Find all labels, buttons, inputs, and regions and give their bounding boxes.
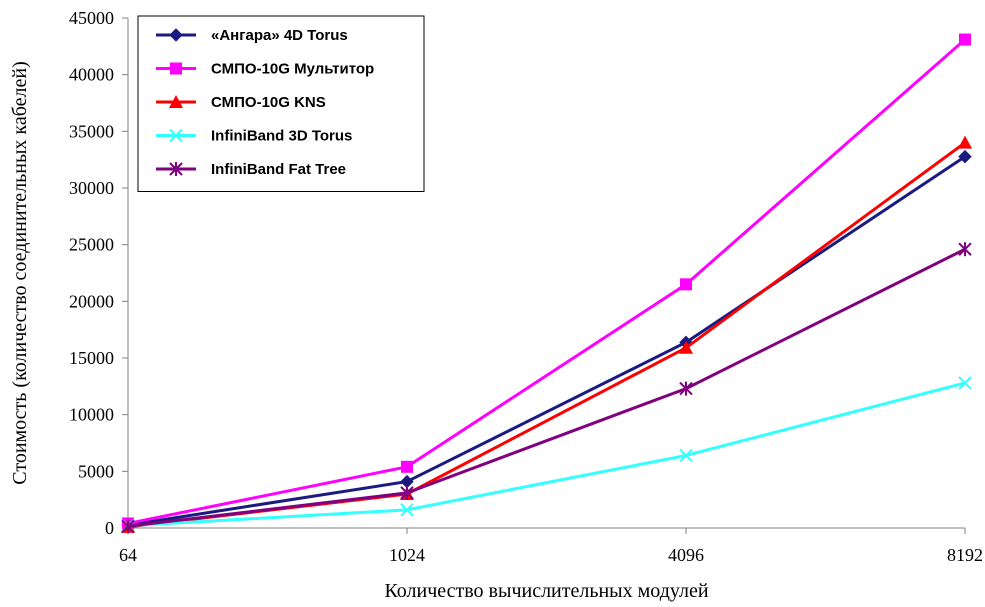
legend-marker bbox=[169, 128, 183, 143]
legend-label: InfiniBand Fat Tree bbox=[211, 161, 346, 178]
y-tick-label: 0 bbox=[105, 518, 114, 538]
y-tick-labels: 0 5000 10000 15000 20000 25000 30000 35000 40000… bbox=[69, 8, 114, 538]
series-group bbox=[121, 33, 972, 534]
legend-item: «Ангара» 4D Torus bbox=[156, 27, 348, 44]
legend-label: «Ангара» 4D Torus bbox=[211, 27, 348, 44]
y-tick-label: 45000 bbox=[69, 8, 114, 28]
data-point bbox=[958, 135, 972, 149]
y-tick-label: 25000 bbox=[69, 235, 114, 255]
x-tick-labels: 64 1024 4096 8192 bbox=[119, 545, 983, 565]
series-0 bbox=[121, 149, 972, 532]
data-point bbox=[679, 340, 693, 354]
series-line bbox=[127, 381, 966, 528]
legend-item: СМПО-10G KNS bbox=[156, 94, 326, 111]
x-tick-label: 8192 bbox=[947, 545, 983, 565]
legend-label: InfiniBand 3D Torus bbox=[211, 128, 352, 145]
legend-marker bbox=[169, 95, 183, 108]
legend-marker-stroke bbox=[169, 128, 183, 143]
series-3 bbox=[121, 376, 972, 533]
series-line bbox=[127, 141, 966, 529]
legend-marker bbox=[170, 62, 182, 75]
data-point bbox=[401, 460, 413, 473]
data-point bbox=[680, 278, 692, 291]
series-line bbox=[127, 247, 966, 528]
legend-item: СМПО-10G Мультитор bbox=[156, 61, 374, 78]
x-tick-label: 64 bbox=[119, 545, 137, 565]
data-point-stroke bbox=[400, 503, 414, 517]
legend-label: СМПО-10G Мультитор bbox=[211, 61, 374, 78]
legend-item: InfiniBand Fat Tree bbox=[156, 161, 346, 178]
legend-label: СМПО-10G KNS bbox=[211, 94, 326, 111]
data-point bbox=[958, 149, 972, 164]
data-point bbox=[121, 519, 135, 534]
data-point bbox=[400, 485, 414, 500]
data-point bbox=[959, 33, 971, 46]
y-tick-label: 20000 bbox=[69, 291, 114, 311]
series-2 bbox=[121, 135, 972, 533]
data-point-stroke bbox=[958, 376, 972, 390]
series-4 bbox=[121, 242, 972, 534]
data-point bbox=[958, 242, 972, 257]
y-tick-label: 15000 bbox=[69, 348, 114, 368]
data-point bbox=[400, 503, 414, 517]
data-point bbox=[679, 381, 693, 396]
data-point bbox=[679, 448, 693, 463]
legend-box bbox=[137, 15, 425, 192]
y-tick-label: 30000 bbox=[69, 178, 114, 198]
legend: «Ангара» 4D Torus СМПО-10G Мультитор СМПО-… bbox=[137, 15, 425, 192]
series-line bbox=[127, 155, 966, 527]
x-axis-title: Количество вычислительных модулей bbox=[384, 580, 708, 602]
legend-marker bbox=[169, 162, 183, 176]
legend-item: InfiniBand 3D Torus bbox=[156, 128, 352, 145]
legend-marker bbox=[169, 28, 183, 42]
y-tick-label: 10000 bbox=[69, 405, 114, 425]
x-tick-label: 1024 bbox=[389, 545, 425, 565]
data-point-stroke bbox=[679, 448, 693, 463]
data-point bbox=[958, 376, 972, 390]
y-tick-label: 35000 bbox=[69, 121, 114, 141]
x-tick-label: 4096 bbox=[668, 545, 704, 565]
data-point bbox=[400, 474, 414, 489]
y-axis-title: Стоимость (количество соединительных каб… bbox=[9, 61, 31, 484]
y-tick-label: 40000 bbox=[69, 65, 114, 85]
y-tick-label: 5000 bbox=[78, 461, 114, 481]
series-line bbox=[127, 38, 966, 525]
